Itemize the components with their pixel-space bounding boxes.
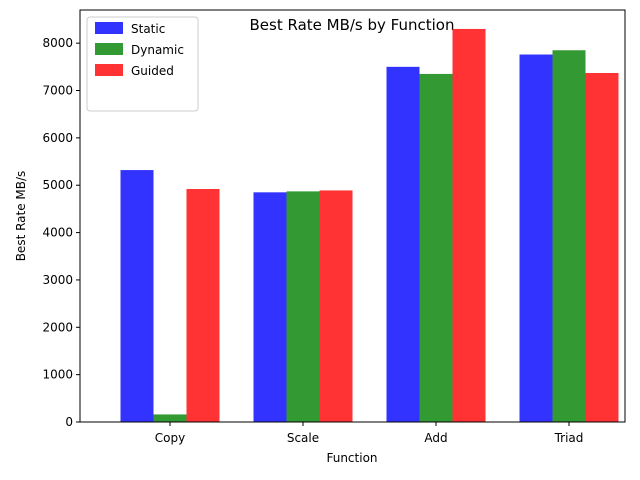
bars-group — [120, 28, 619, 423]
y-tick-label: 3000 — [42, 273, 73, 287]
x-axis-label: Function — [326, 451, 377, 465]
y-tick-label: 2000 — [42, 320, 73, 334]
legend-swatch-static — [95, 22, 123, 34]
legend-label-dynamic: Dynamic — [131, 43, 184, 57]
y-tick-label: 7000 — [42, 84, 73, 98]
y-tick-label: 1000 — [42, 368, 73, 382]
x-tick-label: Scale — [287, 431, 319, 445]
bar-dynamic-scale — [286, 191, 320, 422]
x-tick-label: Triad — [554, 431, 584, 445]
plot-frame — [79, 9, 626, 423]
y-tick-label: 8000 — [42, 36, 73, 50]
bar-static-triad — [519, 54, 553, 422]
x-tick-label: Add — [424, 431, 447, 445]
bar-static-copy — [120, 170, 154, 422]
y-tick-label: 6000 — [42, 131, 73, 145]
legend: Static Dynamic Guided — [86, 16, 199, 112]
y-axis-label: Best Rate MB/s — [14, 171, 28, 262]
bar-guided-copy — [186, 189, 220, 422]
chart-title: Best Rate MB/s by Function — [250, 16, 455, 34]
bar-guided-triad — [585, 72, 619, 422]
bar-static-scale — [253, 192, 287, 422]
y-tick-label: 4000 — [42, 226, 73, 240]
bar-static-add — [386, 66, 420, 423]
legend-label-guided: Guided — [131, 64, 174, 78]
bar-dynamic-add — [419, 73, 453, 423]
y-tick-label: 0 — [65, 415, 73, 429]
bar-dynamic-triad — [552, 50, 586, 423]
legend-swatch-guided — [95, 64, 123, 76]
legend-swatch-dynamic — [95, 43, 123, 55]
bar-dynamic-copy — [153, 414, 187, 422]
x-axis: Copy Scale Add Triad — [155, 422, 584, 445]
bar-guided-scale — [319, 190, 353, 422]
legend-label-static: Static — [131, 22, 165, 36]
x-tick-label: Copy — [155, 431, 185, 445]
bar-guided-add — [452, 28, 486, 422]
y-tick-label: 5000 — [42, 178, 73, 192]
y-axis: 0 1000 2000 3000 4000 5000 6000 7000 8000 — [42, 36, 80, 429]
legend-box — [86, 16, 199, 112]
